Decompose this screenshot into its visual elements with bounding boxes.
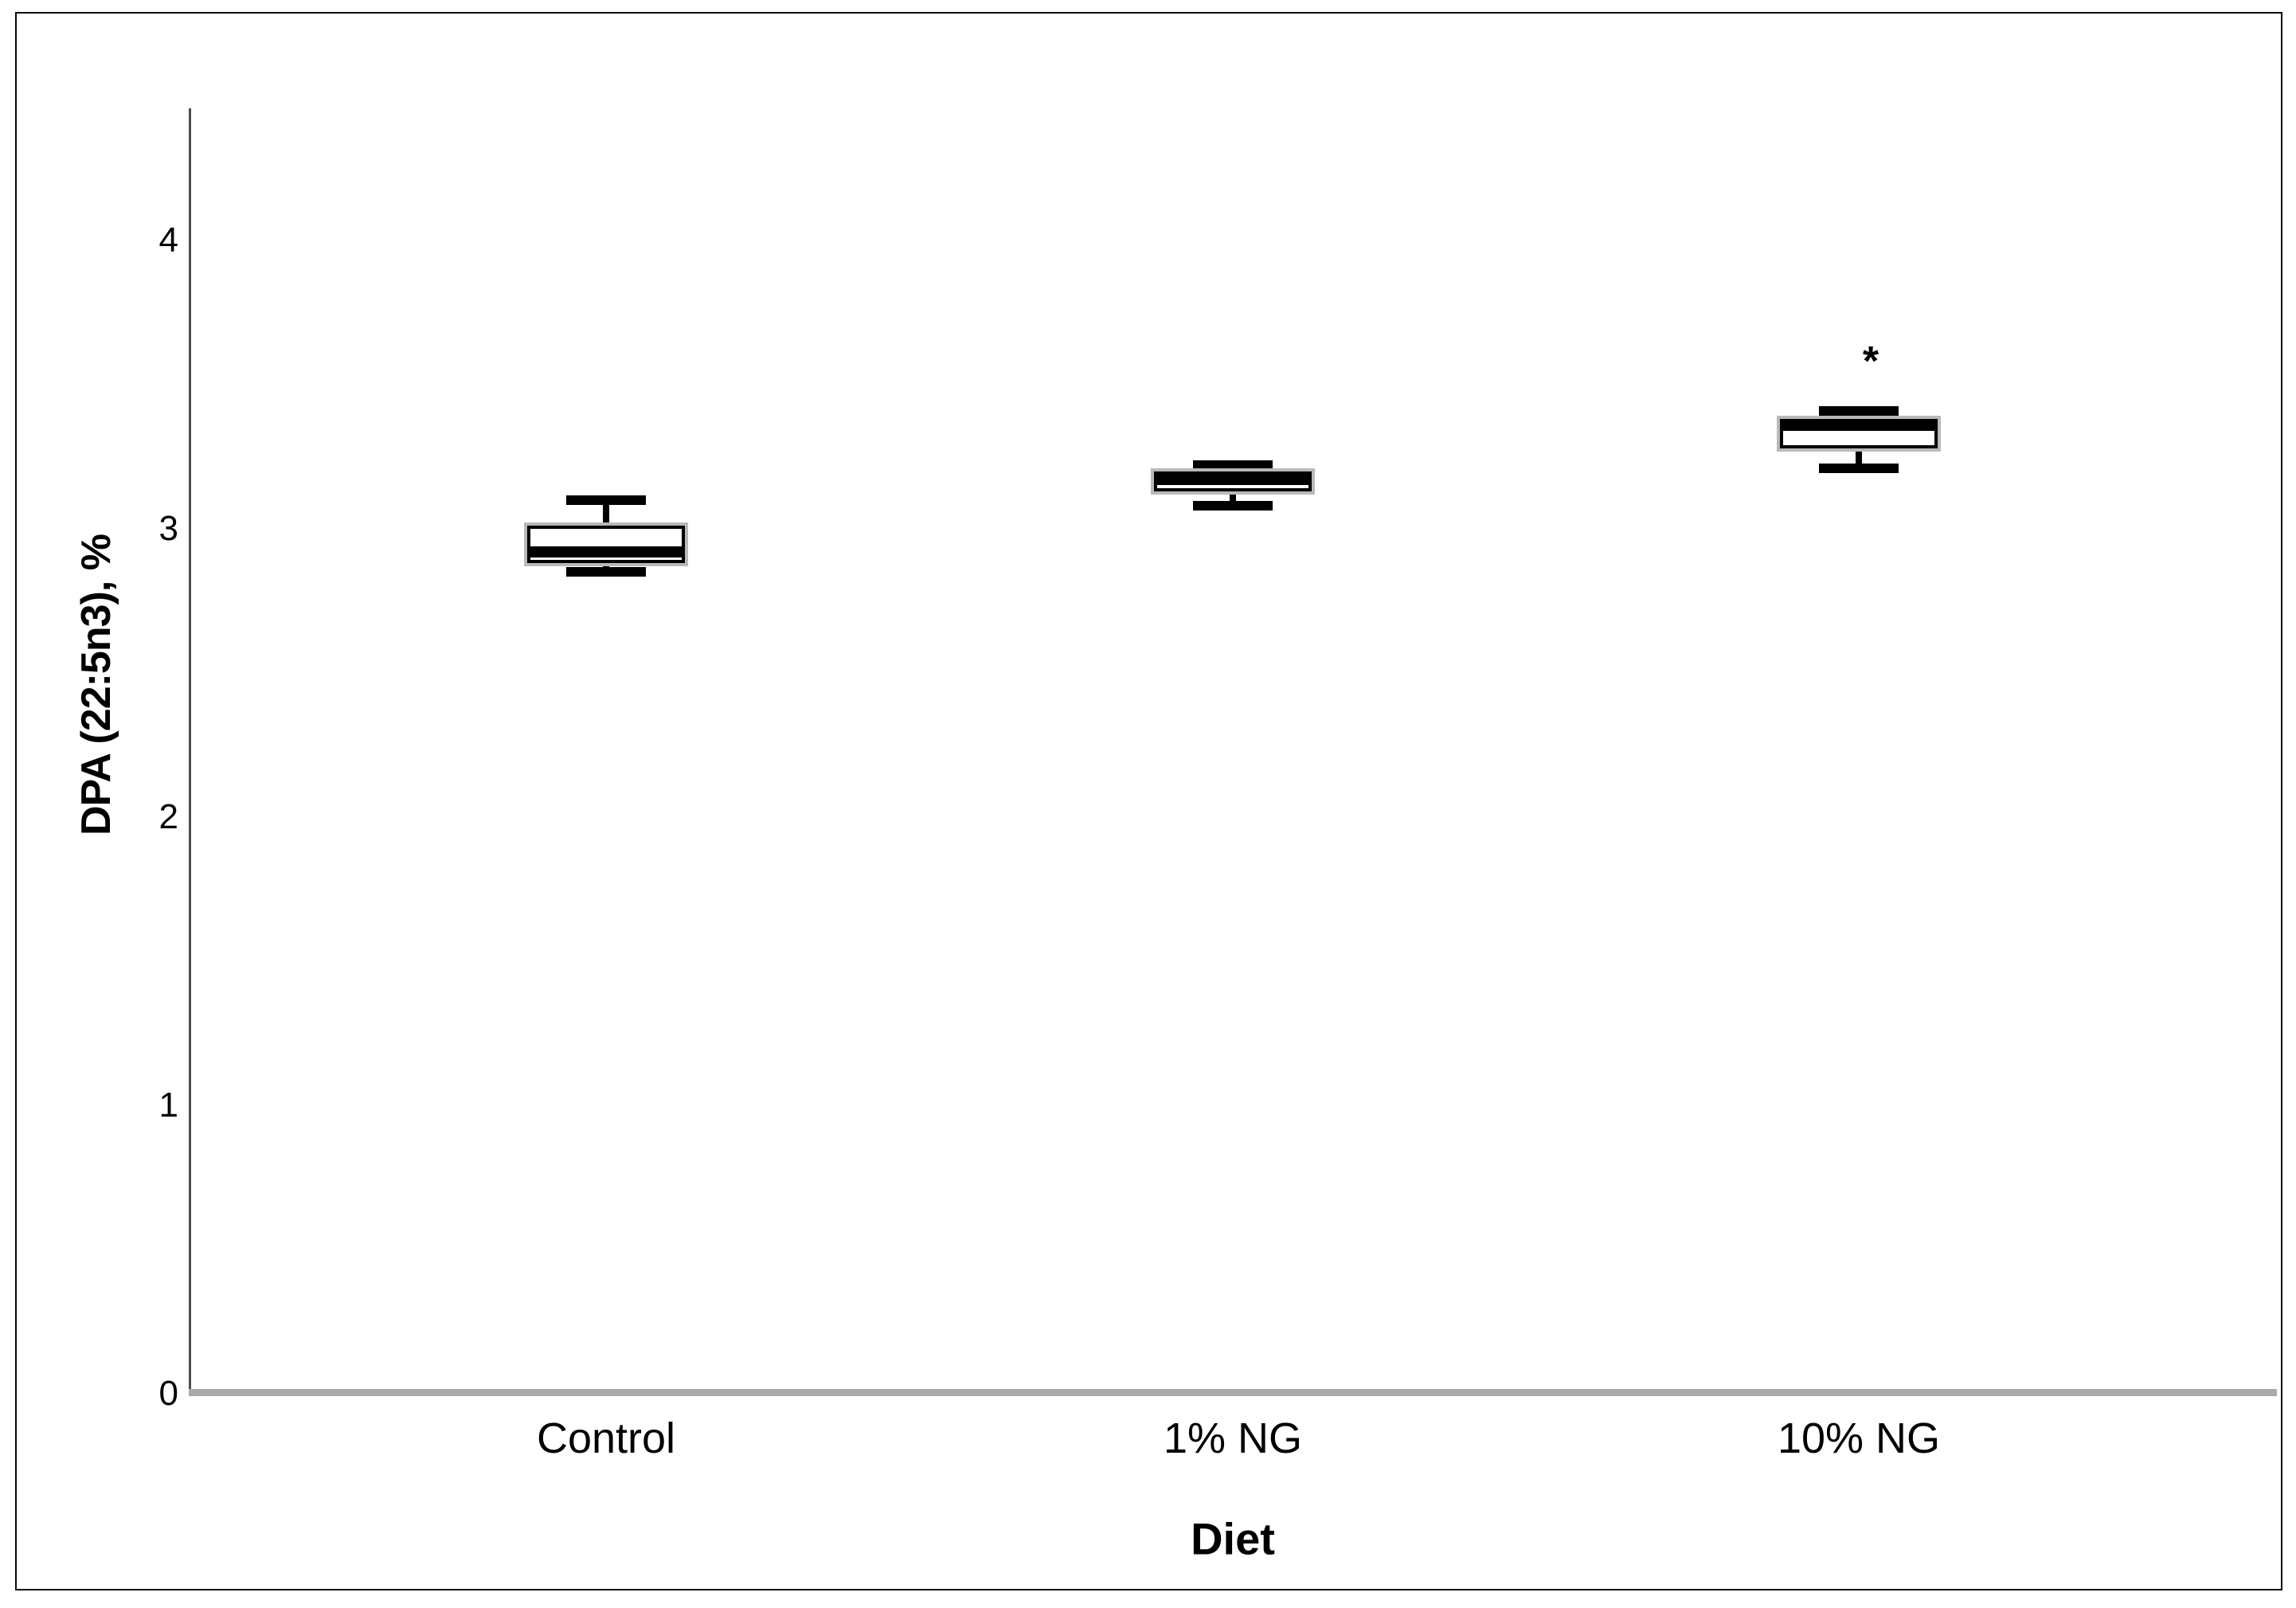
lower-whisker-cap-10-ng [1819, 463, 1899, 473]
significance-asterisk: * [1862, 338, 1879, 385]
upper-whisker-control [603, 499, 609, 526]
x-axis-line [189, 1389, 2277, 1396]
y-tick-label: 2 [158, 797, 178, 836]
median-line-control [527, 546, 685, 558]
median-line-10-ng [1780, 419, 1938, 431]
figure-frame: DPA (22:5n3), % Diet 0 1 2 3 4 Control 1% NG 10… [15, 12, 2282, 1590]
lower-whisker-1-ng [1230, 491, 1236, 507]
median-line-1-ng [1154, 474, 1312, 486]
upper-whisker-cap-10-ng [1819, 405, 1899, 416]
upper-whisker-cap-1-ng [1193, 460, 1273, 471]
x-category-label: Control [536, 1414, 676, 1462]
y-tick-label: 0 [158, 1374, 178, 1413]
lower-whisker-10-ng [1856, 448, 1862, 468]
x-category-label: 1% NG [1163, 1414, 1303, 1462]
y-axis-line [189, 108, 191, 1396]
box-control [527, 526, 685, 564]
lower-whisker-cap-1-ng [1193, 501, 1273, 511]
y-tick-label: 1 [158, 1086, 178, 1125]
x-category-label: 10% NG [1777, 1414, 1941, 1462]
y-tick-label: 3 [158, 509, 178, 548]
y-axis-title: DPA (22:5n3), % [73, 534, 119, 835]
lower-whisker-cap-control [566, 567, 646, 577]
plot-area: DPA (22:5n3), % Diet 0 1 2 3 4 Control 1% NG 10… [17, 14, 2281, 1589]
upper-whisker-cap-control [566, 495, 646, 505]
y-tick-label: 4 [158, 221, 178, 260]
x-axis-title: Diet [1191, 1513, 1275, 1564]
